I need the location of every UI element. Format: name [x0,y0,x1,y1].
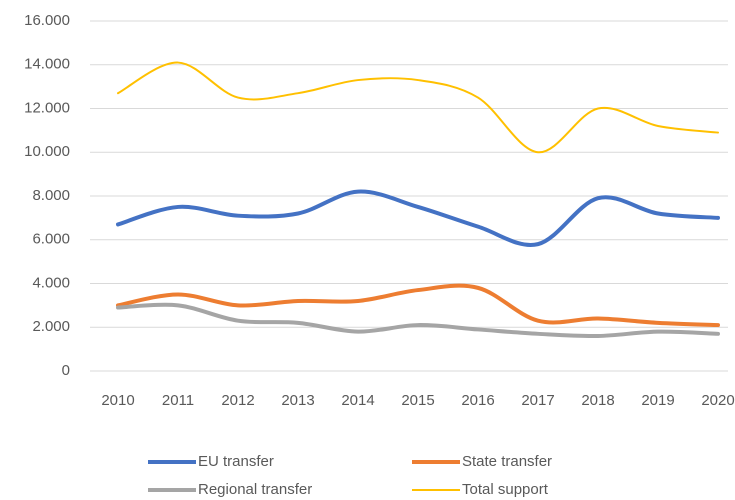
x-tick-label: 2017 [521,392,554,409]
y-tick-label: 8.000 [32,187,70,204]
x-tick-label: 2020 [701,392,734,409]
x-tick-label: 2015 [401,392,434,409]
legend-label: State transfer [462,453,552,470]
y-tick-label: 14.000 [24,56,70,73]
y-tick-label: 2.000 [32,318,70,335]
series-line [116,302,720,339]
series-line [117,61,719,154]
x-tick-label: 2010 [101,392,134,409]
x-tick-label: 2012 [221,392,254,409]
x-tick-label: 2018 [581,392,614,409]
y-tick-label: 12.000 [24,99,70,116]
series-line [116,283,720,328]
series-line [116,189,720,247]
y-tick-label: 0 [62,362,70,379]
legend-label: EU transfer [198,453,274,470]
x-tick-label: 2014 [341,392,374,409]
x-tick-label: 2013 [281,392,314,409]
y-tick-label: 16.000 [24,12,70,29]
y-tick-label: 10.000 [24,143,70,160]
y-tick-label: 4.000 [32,274,70,291]
legend-label: Regional transfer [198,481,312,498]
x-tick-label: 2011 [162,392,194,409]
legend-label: Total support [462,481,549,498]
x-tick-label: 2016 [461,392,494,409]
y-tick-label: 6.000 [32,231,70,248]
x-tick-label: 2019 [641,392,674,409]
